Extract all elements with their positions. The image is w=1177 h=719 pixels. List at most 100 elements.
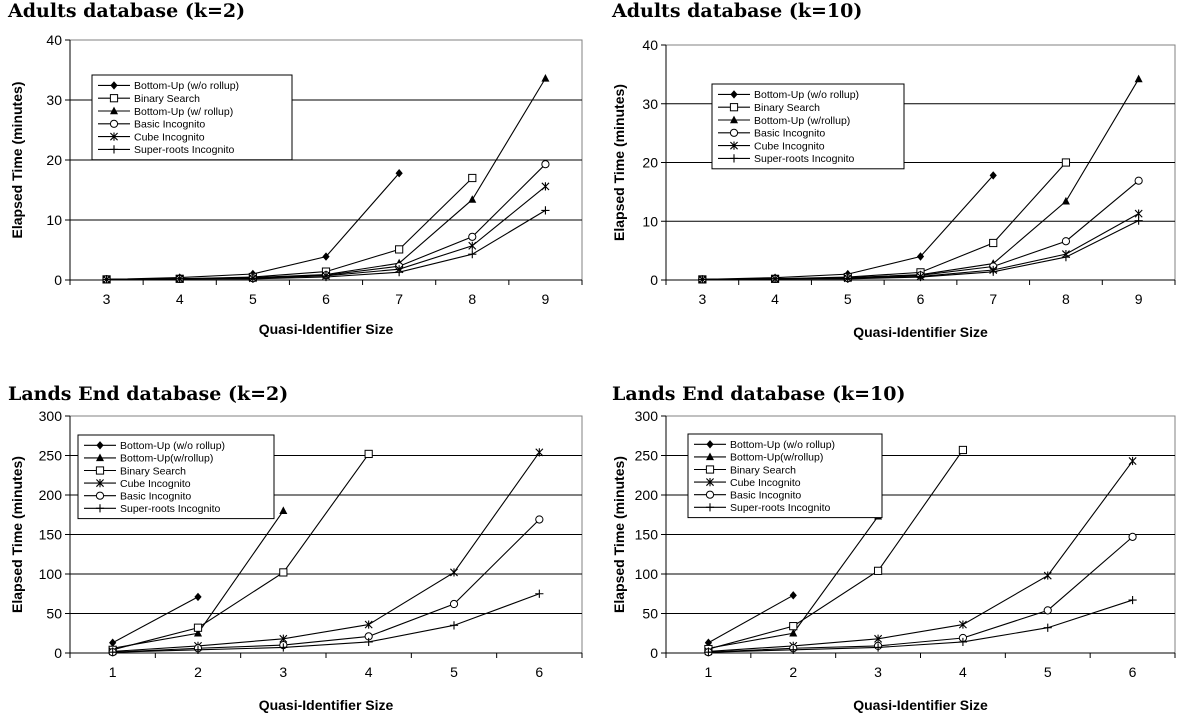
data-point <box>541 206 550 215</box>
y-tick-label: 0 <box>54 272 62 288</box>
data-point <box>1134 209 1143 218</box>
x-axis-label: Quasi-Identifier Size <box>259 697 394 713</box>
legend-marker <box>705 503 715 512</box>
data-point <box>535 589 544 598</box>
data-point <box>843 274 852 283</box>
data-point <box>1128 532 1137 541</box>
legend-label: Bottom-Up (w/ rollup) <box>134 106 233 118</box>
data-point <box>535 515 544 524</box>
data-point <box>1061 158 1071 167</box>
data-point <box>958 445 968 455</box>
x-tick-label: 5 <box>249 291 257 307</box>
data-point <box>322 252 330 261</box>
y-tick-label: 0 <box>650 272 658 288</box>
legend-marker <box>729 103 739 112</box>
data-point <box>1061 237 1071 246</box>
series-line <box>708 594 794 644</box>
legend-label: Bottom-Up (w/o rollup) <box>730 439 835 451</box>
data-point <box>989 267 998 276</box>
y-axis-label: Elapsed Time (minutes) <box>9 82 25 239</box>
chart-landsend-k10: Lands End database (k=10) 0 50 100 150 200 25… <box>612 383 1177 719</box>
x-tick-label: 6 <box>322 291 330 307</box>
legend-marker <box>705 465 715 474</box>
y-axis-label: Elapsed Time (minutes) <box>612 456 627 613</box>
data-point <box>468 195 477 203</box>
legend: Bottom-Up (w/o rollup)Binary SearchBotto… <box>711 83 905 170</box>
data-point <box>698 275 707 284</box>
data-point <box>916 252 925 261</box>
legend-label: Super-roots Incognito <box>120 503 221 515</box>
x-tick-label: 8 <box>1062 291 1070 307</box>
x-tick-label: 3 <box>874 664 882 680</box>
chart-adults-k10: Adults database (k=10) 0 10 20 30 40 3 4 5 6 7 8 9 Q… <box>612 0 1177 350</box>
series-super-roots-incognito <box>102 206 550 284</box>
legend-marker <box>730 90 738 99</box>
series-line <box>112 596 199 644</box>
data-point <box>916 272 925 282</box>
x-tick-label: 4 <box>771 291 779 307</box>
x-tick-label: 3 <box>103 291 111 307</box>
legend-label: Cube Incognito <box>120 478 191 490</box>
data-point <box>535 448 544 457</box>
data-point <box>1134 74 1143 83</box>
x-tick-label: 5 <box>844 291 852 307</box>
x-tick-label: 8 <box>468 291 476 307</box>
data-point <box>541 160 550 169</box>
data-point <box>1134 176 1143 185</box>
data-point <box>175 274 184 283</box>
data-point <box>449 621 459 630</box>
legend-label: Bottom-Up(w/rollup) <box>120 453 213 465</box>
legend-label: Bottom-Up (w/o rollup) <box>134 80 239 92</box>
x-axis-label: Quasi-Identifier Size <box>259 321 394 337</box>
data-point <box>1043 571 1052 580</box>
x-tick-label: 5 <box>450 664 458 680</box>
data-point <box>770 274 780 283</box>
series-line <box>112 593 540 653</box>
legend-label: Super-roots Incognito <box>754 153 855 165</box>
data-point <box>704 648 713 657</box>
legend-label: Basic Incognito <box>730 490 801 502</box>
series-binary-search <box>704 445 968 654</box>
y-axis-label: Elapsed Time (minutes) <box>612 84 627 241</box>
data-point <box>395 245 404 254</box>
x-tick-label: 1 <box>705 664 713 680</box>
y-tick-label: 0 <box>650 645 658 661</box>
data-point <box>468 173 477 183</box>
legend-label: Binary Search <box>730 464 796 476</box>
data-point <box>321 272 331 282</box>
y-tick-label: 250 <box>39 448 63 464</box>
y-tick-label: 40 <box>642 37 658 53</box>
legend-label: Bottom-Up(w/rollup) <box>730 452 823 464</box>
data-point <box>364 637 373 647</box>
series-super-roots-incognito <box>704 595 1137 657</box>
legend-box <box>687 433 883 519</box>
series-line <box>112 519 540 653</box>
y-tick-label: 50 <box>46 606 62 622</box>
series-line <box>708 449 964 650</box>
data-point <box>364 449 373 459</box>
data-point <box>1043 623 1052 632</box>
data-point <box>1128 456 1137 466</box>
data-point <box>1128 595 1137 605</box>
chart-landsend-k2: Lands End database (k=2) 0 50 100 150 200 250… <box>8 383 588 719</box>
chart-svg: 0 10 20 30 40 3 4 5 6 7 8 9 Quasi-Identifier Size Ela… <box>9 32 583 337</box>
legend-marker <box>110 81 118 90</box>
y-tick-label: 250 <box>635 448 659 464</box>
y-tick-label: 200 <box>635 487 659 503</box>
x-tick-label: 3 <box>279 664 287 680</box>
legend-label: Bottom-Up (w/rollup) <box>754 115 850 127</box>
y-tick-label: 0 <box>54 645 62 661</box>
data-point <box>395 169 403 178</box>
data-point <box>1061 196 1070 205</box>
data-point <box>395 268 404 277</box>
data-point <box>958 637 968 647</box>
chart-title: Adults database (k=10) <box>612 0 863 22</box>
y-tick-label: 200 <box>39 487 63 503</box>
x-tick-label: 2 <box>789 664 797 680</box>
data-point <box>468 241 477 250</box>
legend-label: Binary Search <box>120 465 186 477</box>
legend-marker <box>95 504 105 513</box>
y-tick-label: 100 <box>635 566 659 582</box>
y-tick-label: 150 <box>39 527 63 543</box>
chart-title: Lands End database (k=2) <box>8 383 289 405</box>
